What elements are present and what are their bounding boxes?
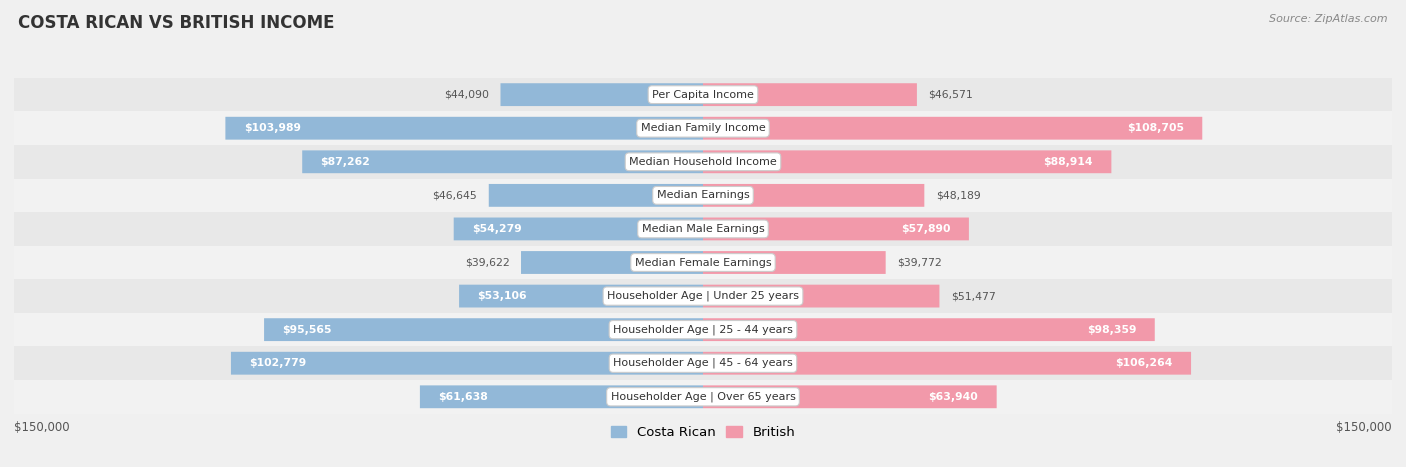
FancyBboxPatch shape bbox=[703, 83, 917, 106]
Text: $63,940: $63,940 bbox=[928, 392, 979, 402]
FancyBboxPatch shape bbox=[231, 352, 703, 375]
FancyBboxPatch shape bbox=[703, 318, 1154, 341]
FancyBboxPatch shape bbox=[302, 150, 703, 173]
Text: Median Male Earnings: Median Male Earnings bbox=[641, 224, 765, 234]
FancyBboxPatch shape bbox=[501, 83, 703, 106]
Bar bbox=[14, 347, 1392, 380]
Text: Householder Age | 25 - 44 years: Householder Age | 25 - 44 years bbox=[613, 325, 793, 335]
Text: Householder Age | 45 - 64 years: Householder Age | 45 - 64 years bbox=[613, 358, 793, 368]
FancyBboxPatch shape bbox=[703, 285, 939, 307]
Text: Householder Age | Over 65 years: Householder Age | Over 65 years bbox=[610, 391, 796, 402]
Text: Householder Age | Under 25 years: Householder Age | Under 25 years bbox=[607, 291, 799, 301]
Text: $53,106: $53,106 bbox=[478, 291, 527, 301]
Text: $150,000: $150,000 bbox=[14, 421, 70, 434]
Text: $102,779: $102,779 bbox=[249, 358, 307, 368]
Bar bbox=[14, 212, 1392, 246]
Text: $39,772: $39,772 bbox=[897, 257, 942, 268]
FancyBboxPatch shape bbox=[225, 117, 703, 140]
FancyBboxPatch shape bbox=[460, 285, 703, 307]
FancyBboxPatch shape bbox=[703, 251, 886, 274]
Bar bbox=[14, 112, 1392, 145]
Text: $103,989: $103,989 bbox=[243, 123, 301, 133]
Text: Median Female Earnings: Median Female Earnings bbox=[634, 257, 772, 268]
Bar bbox=[14, 145, 1392, 178]
Text: $98,359: $98,359 bbox=[1087, 325, 1136, 335]
Text: $48,189: $48,189 bbox=[936, 191, 980, 200]
FancyBboxPatch shape bbox=[703, 218, 969, 241]
FancyBboxPatch shape bbox=[264, 318, 703, 341]
FancyBboxPatch shape bbox=[703, 385, 997, 408]
Text: $150,000: $150,000 bbox=[1336, 421, 1392, 434]
Text: $46,645: $46,645 bbox=[433, 191, 477, 200]
Text: $95,565: $95,565 bbox=[283, 325, 332, 335]
FancyBboxPatch shape bbox=[703, 150, 1111, 173]
Text: $51,477: $51,477 bbox=[950, 291, 995, 301]
Bar bbox=[14, 380, 1392, 414]
Bar bbox=[14, 78, 1392, 112]
Text: Median Household Income: Median Household Income bbox=[628, 157, 778, 167]
Text: $61,638: $61,638 bbox=[439, 392, 488, 402]
Bar bbox=[14, 178, 1392, 212]
Text: Per Capita Income: Per Capita Income bbox=[652, 90, 754, 99]
Text: $44,090: $44,090 bbox=[444, 90, 489, 99]
Legend: Costa Rican, British: Costa Rican, British bbox=[606, 421, 800, 445]
FancyBboxPatch shape bbox=[703, 352, 1191, 375]
FancyBboxPatch shape bbox=[703, 184, 924, 207]
FancyBboxPatch shape bbox=[420, 385, 703, 408]
Text: $46,571: $46,571 bbox=[928, 90, 973, 99]
Text: $39,622: $39,622 bbox=[465, 257, 509, 268]
Bar bbox=[14, 246, 1392, 279]
FancyBboxPatch shape bbox=[703, 117, 1202, 140]
FancyBboxPatch shape bbox=[489, 184, 703, 207]
FancyBboxPatch shape bbox=[454, 218, 703, 241]
Text: $87,262: $87,262 bbox=[321, 157, 370, 167]
Text: $106,264: $106,264 bbox=[1115, 358, 1173, 368]
Text: Median Earnings: Median Earnings bbox=[657, 191, 749, 200]
Bar bbox=[14, 279, 1392, 313]
FancyBboxPatch shape bbox=[522, 251, 703, 274]
Text: Source: ZipAtlas.com: Source: ZipAtlas.com bbox=[1270, 14, 1388, 24]
Bar bbox=[14, 313, 1392, 347]
Text: $88,914: $88,914 bbox=[1043, 157, 1092, 167]
Text: COSTA RICAN VS BRITISH INCOME: COSTA RICAN VS BRITISH INCOME bbox=[18, 14, 335, 32]
Text: $54,279: $54,279 bbox=[472, 224, 522, 234]
Text: Median Family Income: Median Family Income bbox=[641, 123, 765, 133]
Text: $57,890: $57,890 bbox=[901, 224, 950, 234]
Text: $108,705: $108,705 bbox=[1126, 123, 1184, 133]
